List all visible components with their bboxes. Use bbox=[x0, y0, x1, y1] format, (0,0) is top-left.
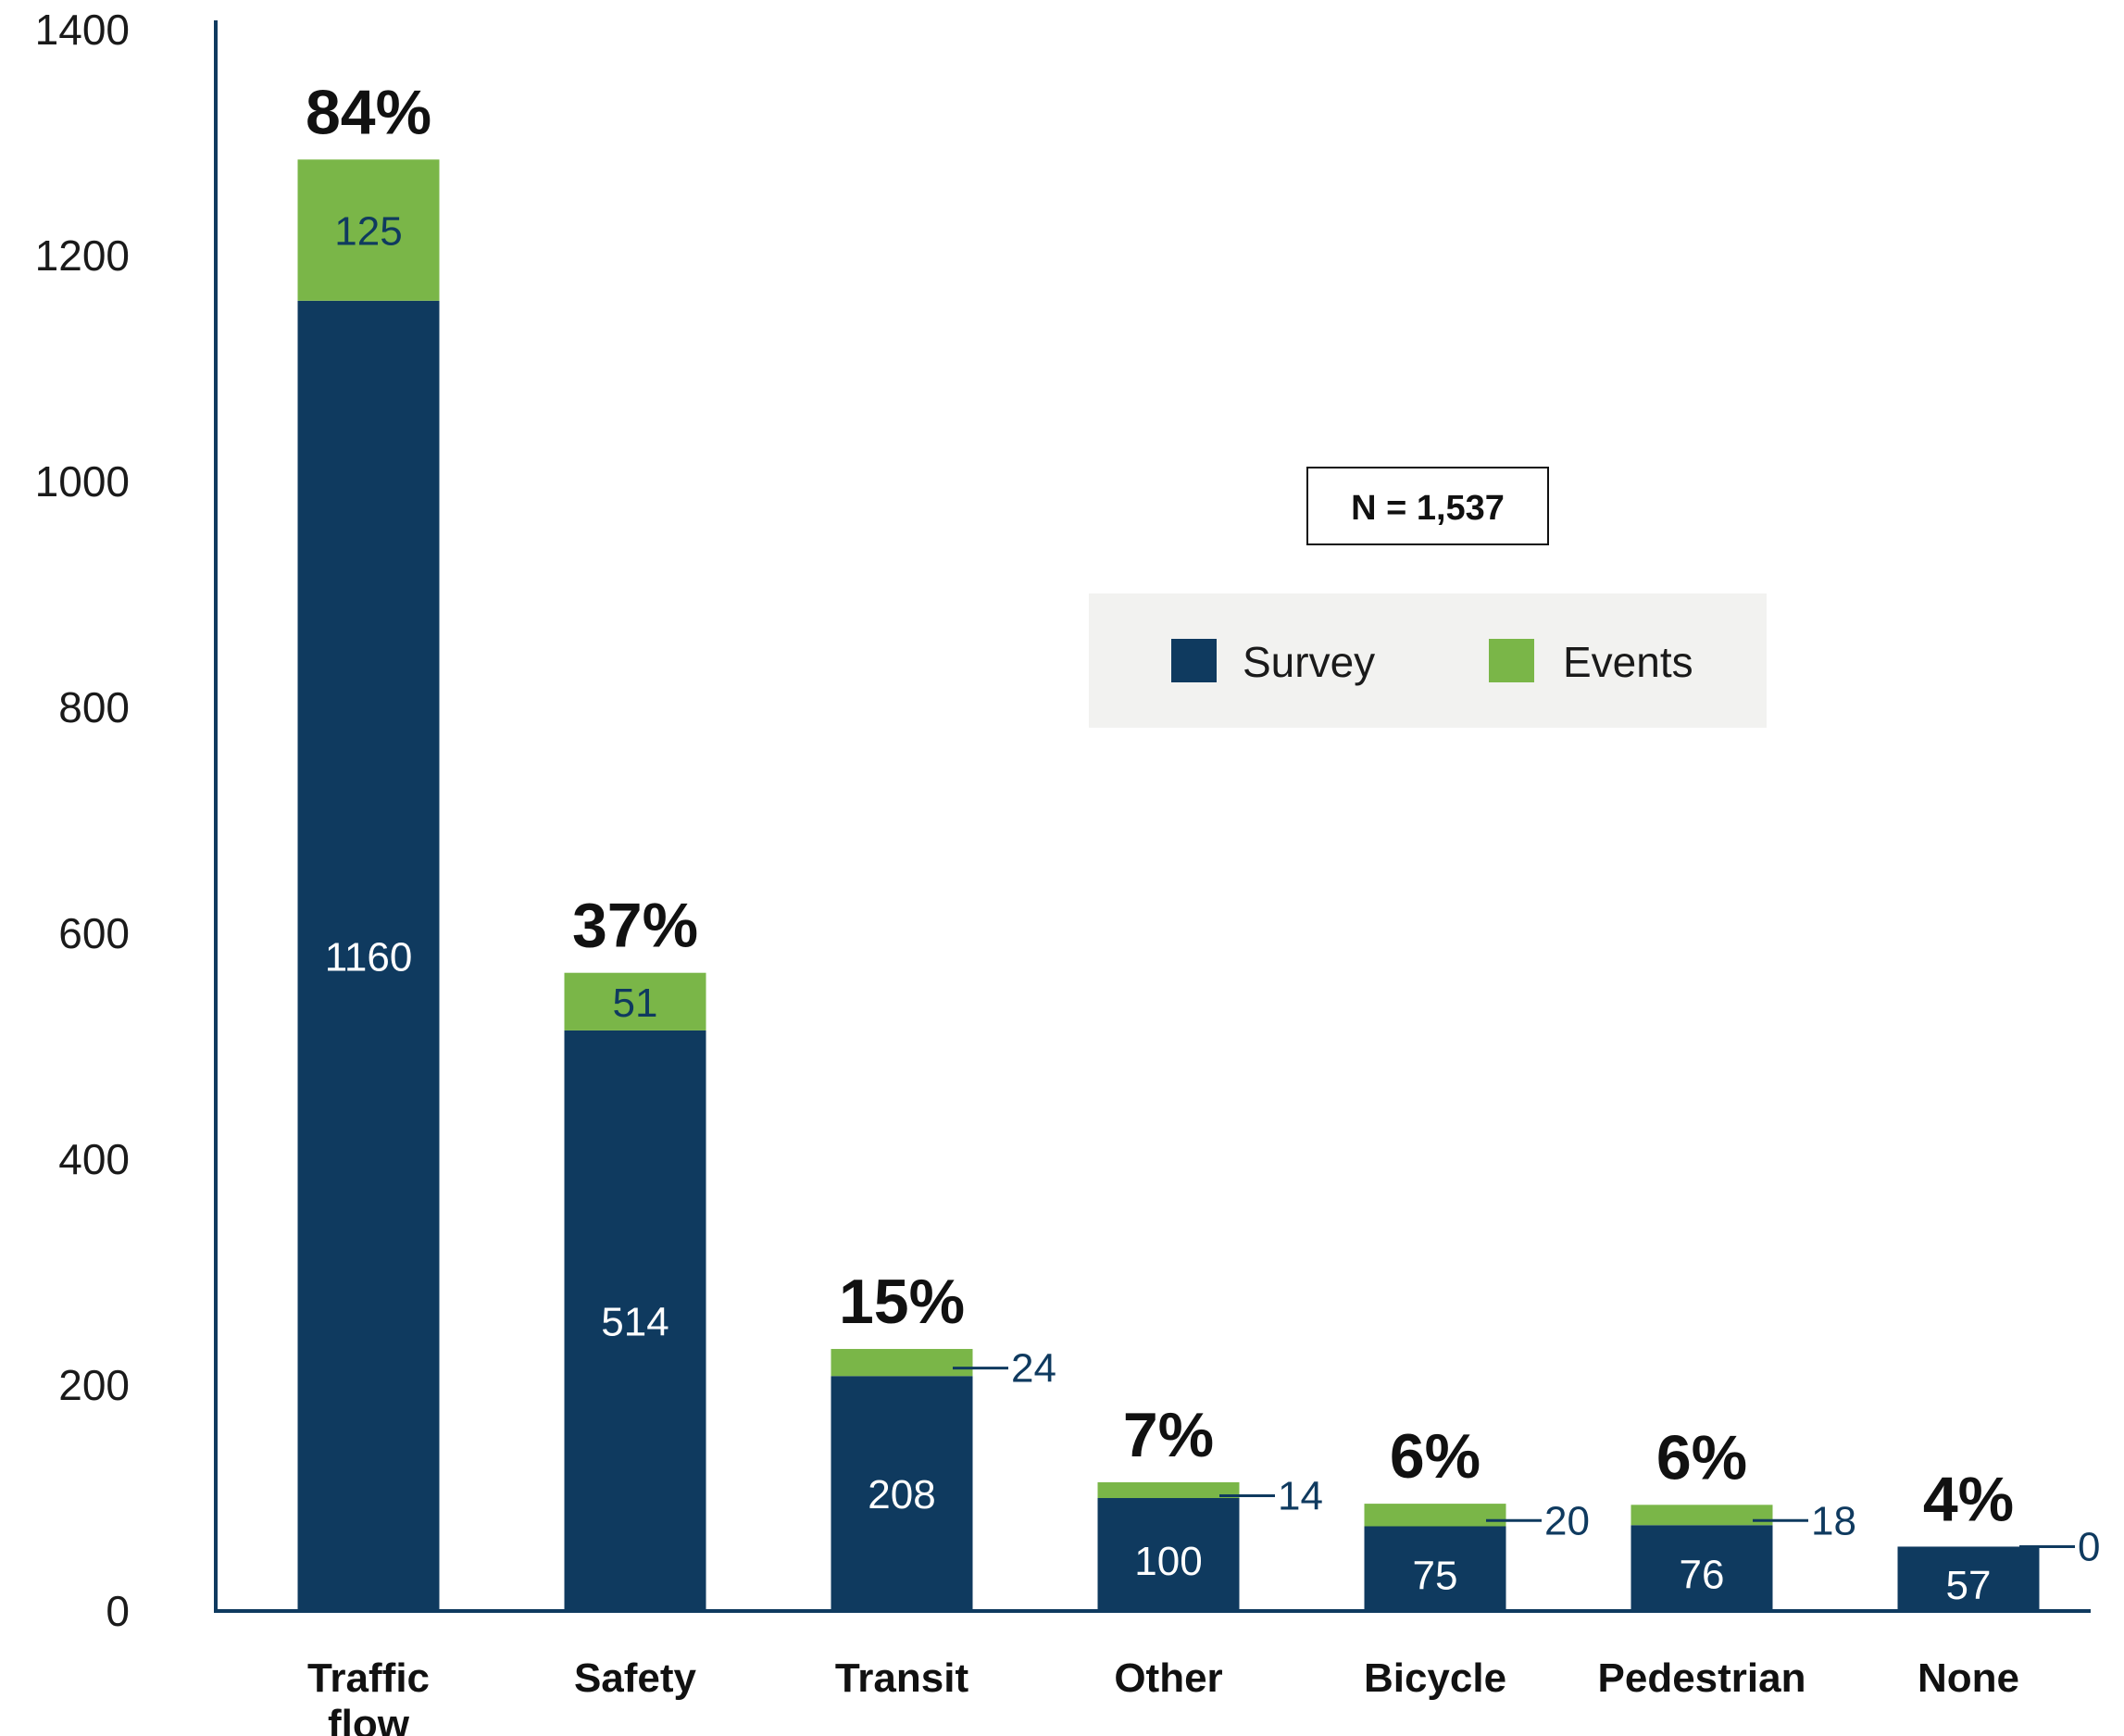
bar-events bbox=[831, 1348, 973, 1377]
category-label: flow bbox=[328, 1702, 410, 1736]
bar-events bbox=[1364, 1504, 1506, 1527]
axes bbox=[214, 20, 2091, 1613]
bar-survey bbox=[1897, 1546, 2040, 1611]
data-label-survey: 208 bbox=[868, 1472, 935, 1517]
y-tick-label: 1400 bbox=[35, 6, 130, 54]
data-label-events: 20 bbox=[1544, 1498, 1590, 1543]
percent-label: 6% bbox=[1656, 1422, 1747, 1492]
category-label: Transit bbox=[835, 1655, 969, 1701]
n-annotation-text: N = 1,537 bbox=[1351, 489, 1505, 528]
data-label-events: 51 bbox=[613, 980, 658, 1026]
y-tick-label: 600 bbox=[58, 909, 130, 957]
category-label: Safety bbox=[574, 1655, 697, 1701]
data-label-events: 14 bbox=[1278, 1473, 1323, 1518]
percent-label: 7% bbox=[1123, 1400, 1214, 1470]
data-label-events: 18 bbox=[1811, 1498, 1856, 1543]
category-label: Traffic bbox=[307, 1655, 430, 1701]
bar-survey bbox=[297, 300, 440, 1611]
data-label-survey: 75 bbox=[1413, 1553, 1458, 1598]
category-label: Pedestrian bbox=[1598, 1655, 1806, 1701]
data-label-events: 24 bbox=[1011, 1346, 1056, 1392]
n-annotation: N = 1,537 bbox=[1306, 467, 1549, 545]
percent-label: 37% bbox=[572, 891, 698, 961]
bar-survey bbox=[831, 1376, 973, 1611]
y-tick-label: 800 bbox=[58, 683, 130, 731]
y-tick-label: 1200 bbox=[35, 231, 130, 280]
bar-survey bbox=[564, 1030, 706, 1611]
data-label-survey: 514 bbox=[601, 1299, 668, 1344]
legend-swatch-survey bbox=[1171, 639, 1217, 682]
legend-label-survey: Survey bbox=[1243, 638, 1375, 686]
data-label-events: 0 bbox=[2078, 1524, 2100, 1569]
y-tick-label: 0 bbox=[106, 1587, 130, 1635]
legend-label-events: Events bbox=[1563, 638, 1693, 686]
percent-label: 4% bbox=[1923, 1464, 2014, 1534]
bar-survey bbox=[1097, 1498, 1240, 1611]
category-label: None bbox=[1918, 1655, 2019, 1701]
bar-events bbox=[564, 972, 706, 1030]
bar-events bbox=[1630, 1505, 1773, 1526]
data-label-survey: 100 bbox=[1134, 1539, 1202, 1584]
percent-label: 15% bbox=[839, 1267, 965, 1337]
bars-group: 1160 125 84% 514 51 37% 208 24 15% 100 14 7% 75 20 6% 7… bbox=[297, 77, 2100, 1611]
y-tick-label: 200 bbox=[58, 1361, 130, 1409]
n-annotation-box bbox=[1306, 467, 1549, 545]
category-label: Other bbox=[1114, 1655, 1222, 1701]
data-label-events: 125 bbox=[334, 209, 402, 255]
y-axis-ticks: 0 200 400 600 800 1000 1200 1400 bbox=[35, 6, 130, 1635]
category-label: Bicycle bbox=[1364, 1655, 1506, 1701]
bar-events bbox=[297, 159, 440, 301]
legend-swatch-events bbox=[1489, 639, 1534, 682]
percent-label: 6% bbox=[1390, 1421, 1481, 1492]
bar-survey bbox=[1364, 1526, 1506, 1611]
y-tick-label: 1000 bbox=[35, 457, 130, 506]
data-label-survey: 76 bbox=[1680, 1553, 1725, 1598]
bar-events bbox=[1097, 1481, 1240, 1498]
legend: Survey Events bbox=[1089, 593, 1767, 728]
bar-survey bbox=[1630, 1525, 1773, 1611]
percent-label: 84% bbox=[306, 77, 431, 147]
data-label-survey: 1160 bbox=[325, 934, 413, 980]
y-tick-label: 400 bbox=[58, 1135, 130, 1183]
data-label-survey: 57 bbox=[1946, 1563, 1992, 1608]
